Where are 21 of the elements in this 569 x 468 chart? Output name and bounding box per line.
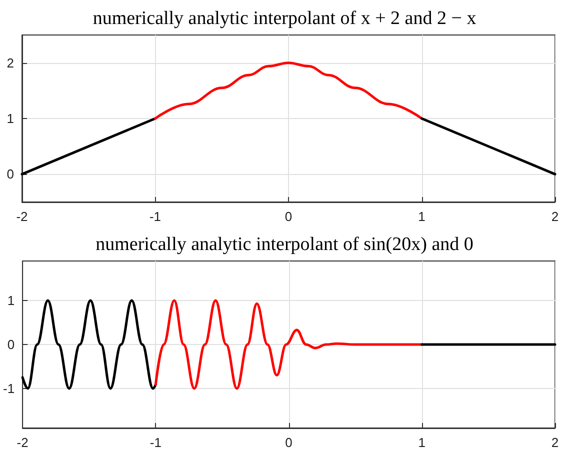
y-tick-label: 0 xyxy=(7,337,15,352)
x-tick-label: -2 xyxy=(16,435,28,450)
y-tick-label: 1 xyxy=(7,293,15,308)
y-tick-label: -1 xyxy=(2,380,15,396)
x-tick-label: 1 xyxy=(418,209,426,224)
chart-title: numerically analytic interpolant of sin(20x) and 0 xyxy=(96,234,474,255)
x-tick-label: -1 xyxy=(150,435,162,450)
y-tick-label: 0 xyxy=(6,166,14,182)
x-tick-label: 2 xyxy=(551,209,559,224)
x-tick-label: 2 xyxy=(551,435,559,450)
chart-title: numerically analytic interpolant of x + 2 and 2 − x xyxy=(92,8,477,29)
x-tick-label: 1 xyxy=(418,435,426,450)
y-tick-label: 1 xyxy=(6,111,14,126)
y-tick-label: 2 xyxy=(6,55,14,70)
x-tick-label: 0 xyxy=(285,435,292,450)
x-tick-label: -2 xyxy=(16,209,28,224)
x-tick-label: 0 xyxy=(284,209,292,224)
line-series xyxy=(154,62,423,120)
line-series xyxy=(154,299,424,390)
line-series xyxy=(21,299,157,390)
x-tick-label: -1 xyxy=(149,209,162,224)
